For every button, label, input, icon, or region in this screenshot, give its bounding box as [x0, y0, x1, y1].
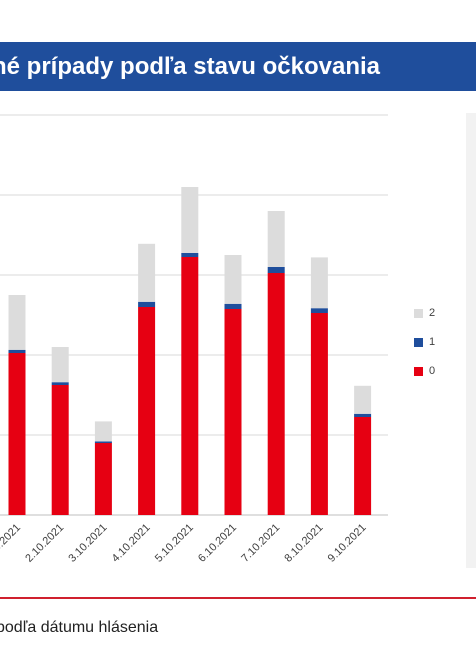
bar-0-9.10.2021 [354, 417, 372, 515]
bar-2-4.10.2021 [138, 243, 156, 302]
footnote: podľa dátumu hlásenia [0, 619, 159, 636]
bar-0-8.10.2021 [310, 313, 328, 515]
bar-1-1.10.2021 [8, 349, 26, 353]
bottom-rule [0, 597, 476, 599]
bar-2-1.10.2021 [8, 295, 26, 350]
bar-2-3.10.2021 [94, 421, 112, 442]
bar-0-7.10.2021 [267, 273, 285, 515]
bar-2-8.10.2021 [310, 257, 328, 309]
bar-1-6.10.2021 [224, 303, 242, 309]
bar-0-2.10.2021 [51, 385, 69, 515]
legend-item-0: 0 [414, 364, 435, 378]
bar-1-3.10.2021 [94, 441, 112, 443]
legend: 2 1 0 [414, 306, 435, 393]
bar-1-5.10.2021 [181, 253, 199, 257]
x-tick-label: 9.10.2021 [326, 522, 369, 565]
x-tick-label: 5.10.2021 [153, 522, 196, 565]
bar-1-8.10.2021 [310, 308, 328, 313]
bar-2-7.10.2021 [267, 211, 285, 267]
x-tick-label: 6.10.2021 [196, 522, 239, 565]
x-tick-label: 7.10.2021 [239, 522, 282, 565]
bar-1-7.10.2021 [267, 267, 285, 273]
legend-swatch-1 [414, 337, 423, 347]
legend-label-0: 0 [429, 365, 436, 377]
bar-1-9.10.2021 [354, 413, 372, 417]
bar-2-5.10.2021 [181, 187, 199, 253]
x-tick-label: 1.10.2021 [0, 522, 23, 565]
bar-chart: 1.10.2021 2.10.2021 3.10.2021 4.10.2021 5.10… [0, 114, 388, 565]
legend-item-1: 1 [414, 335, 435, 349]
bar-1-4.10.2021 [138, 301, 156, 307]
bar-0-6.10.2021 [224, 309, 242, 515]
bar-2-6.10.2021 [224, 255, 242, 304]
bar-2-9.10.2021 [354, 385, 372, 414]
legend-swatch-2 [414, 308, 423, 318]
title-bar: né prípady podľa stavu očkovania [0, 42, 476, 91]
chart-title: né prípady podľa stavu očkovania [0, 53, 381, 80]
bar-0-5.10.2021 [181, 257, 199, 515]
bar-0-4.10.2021 [138, 307, 156, 515]
x-tick-label: 2.10.2021 [23, 522, 66, 565]
x-tick-label: 8.10.2021 [282, 522, 325, 565]
bar-0-3.10.2021 [94, 443, 112, 515]
bar-1-2.10.2021 [51, 382, 69, 385]
x-tick-label: 4.10.2021 [110, 522, 153, 565]
legend-item-2: 2 [414, 306, 435, 320]
legend-label-2: 2 [429, 307, 436, 319]
legend-swatch-0 [414, 366, 423, 376]
legend-label-1: 1 [429, 336, 436, 348]
bar-0-1.10.2021 [8, 353, 26, 515]
side-panel [466, 113, 476, 568]
bar-2-2.10.2021 [51, 347, 69, 383]
x-tick-label: 3.10.2021 [66, 522, 109, 565]
